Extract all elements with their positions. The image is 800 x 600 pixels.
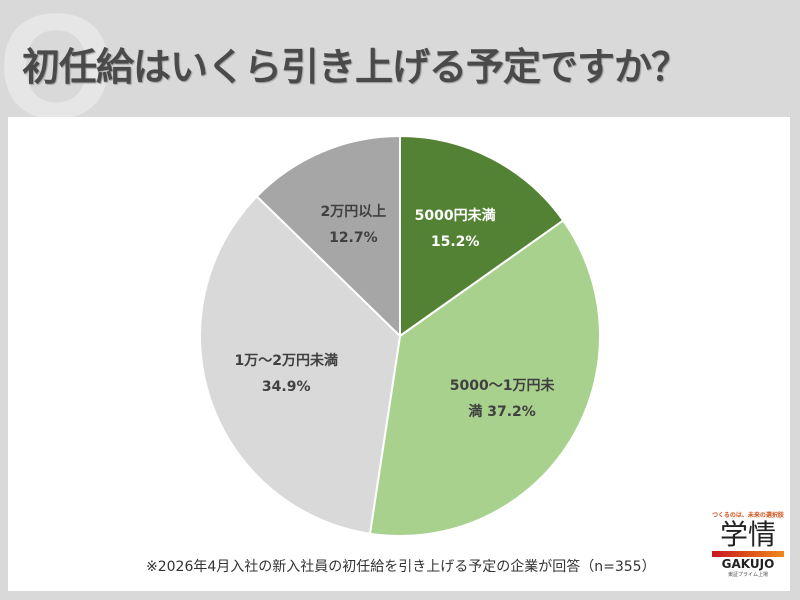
logo-sub: 東証プライム上場	[728, 572, 768, 578]
logo-name: 学情	[719, 518, 776, 551]
logo-name-en: GAKUJO	[721, 557, 775, 571]
slice-label: 5000〜1万円未満 37.2%	[448, 373, 556, 425]
slice-category: 5000〜1万円未満	[449, 378, 555, 421]
slice-percent: 37.2%	[487, 404, 536, 421]
slice-label: 1万〜2万円未満 34.9%	[234, 348, 337, 400]
footnote: ※2026年4月入社の新入社員の初任給を引き上げる予定の企業が回答（n=355）	[146, 559, 656, 575]
slice-label: 5000円未満 15.2%	[415, 203, 496, 255]
slice-percent: 15.2%	[430, 234, 480, 251]
slice-category: 1万〜2万円未満	[234, 353, 338, 370]
logo-bar	[712, 551, 784, 557]
logo-tagline: つくるのは、未来の選択肢	[712, 512, 784, 519]
slice-category: 5000円未満	[414, 208, 496, 225]
slice-category: 2万円以上	[320, 204, 387, 221]
gakujo-logo: つくるのは、未来の選択肢 学情 GAKUJO 東証プライム上場	[700, 510, 796, 578]
pie-slice	[199, 194, 402, 535]
slice-percent: 34.9%	[261, 379, 311, 396]
pie-slice	[255, 134, 401, 339]
slice-percent: 12.7%	[329, 230, 378, 247]
pie-slice	[399, 134, 565, 338]
slice-label: 2万円以上 12.7%	[321, 199, 387, 251]
pie-slice	[368, 219, 601, 537]
page-title: 初任給はいくら引き上げる予定ですか？	[22, 45, 689, 89]
